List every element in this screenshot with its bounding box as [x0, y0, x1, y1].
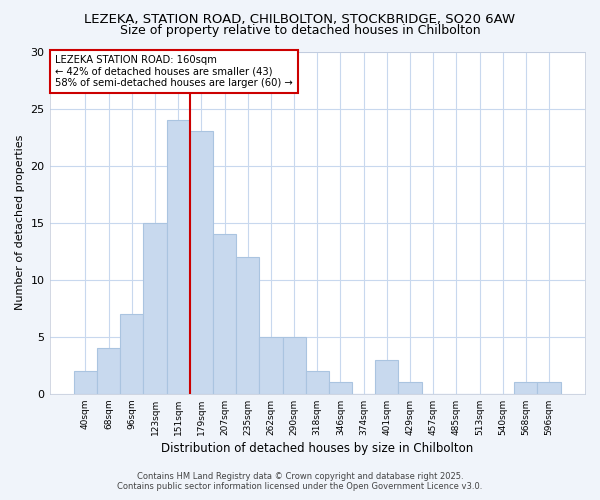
Text: LEZEKA, STATION ROAD, CHILBOLTON, STOCKBRIDGE, SO20 6AW: LEZEKA, STATION ROAD, CHILBOLTON, STOCKB… — [85, 12, 515, 26]
Text: Size of property relative to detached houses in Chilbolton: Size of property relative to detached ho… — [119, 24, 481, 37]
Y-axis label: Number of detached properties: Number of detached properties — [15, 135, 25, 310]
Bar — [375, 360, 398, 394]
Bar — [398, 382, 422, 394]
Text: Contains HM Land Registry data © Crown copyright and database right 2025.
Contai: Contains HM Land Registry data © Crown c… — [118, 472, 482, 491]
Bar — [538, 382, 560, 394]
Bar — [213, 234, 236, 394]
X-axis label: Distribution of detached houses by size in Chilbolton: Distribution of detached houses by size … — [161, 442, 473, 455]
Bar — [143, 222, 167, 394]
Bar — [329, 382, 352, 394]
Bar — [190, 132, 213, 394]
Bar — [259, 337, 283, 394]
Bar — [74, 371, 97, 394]
Bar — [120, 314, 143, 394]
Bar — [236, 257, 259, 394]
Bar — [167, 120, 190, 394]
Bar — [305, 371, 329, 394]
Bar — [97, 348, 120, 394]
Bar — [514, 382, 538, 394]
Text: LEZEKA STATION ROAD: 160sqm
← 42% of detached houses are smaller (43)
58% of sem: LEZEKA STATION ROAD: 160sqm ← 42% of det… — [55, 55, 293, 88]
Bar — [283, 337, 305, 394]
